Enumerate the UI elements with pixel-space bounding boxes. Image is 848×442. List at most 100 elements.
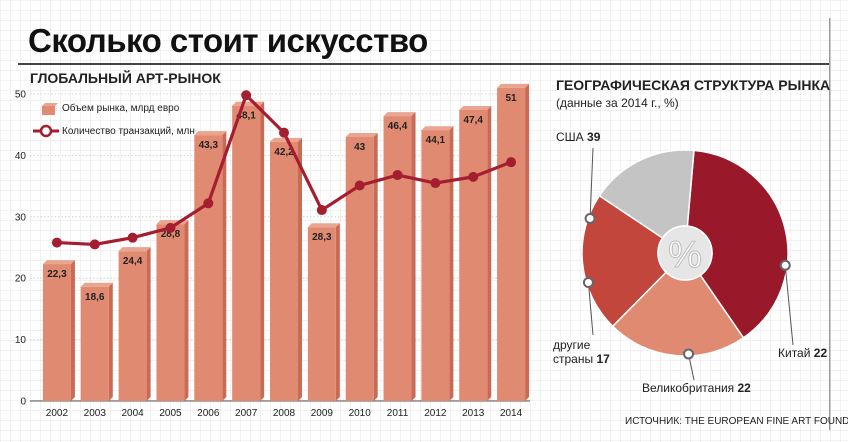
bar-chart-title: ГЛОБАЛЬНЫЙ АРТ-РЫНОК xyxy=(30,70,221,86)
line-point xyxy=(203,198,214,209)
x-tick-label: 2003 xyxy=(84,408,107,419)
x-tick-label: 2008 xyxy=(273,408,296,419)
line-point xyxy=(127,232,138,243)
bar-value-label: 22,3 xyxy=(47,269,67,280)
pie-label-usa: США 39 xyxy=(556,130,601,144)
x-tick-label: 2002 xyxy=(46,408,69,419)
pie-leader-marker xyxy=(779,259,791,271)
bar xyxy=(345,136,374,402)
donut-center-label: % xyxy=(668,234,702,276)
bar-value-label: 24,4 xyxy=(123,256,143,267)
x-tick-label: 2009 xyxy=(311,408,334,419)
line-point xyxy=(392,170,403,181)
bar xyxy=(307,227,336,401)
pie-chart: % xyxy=(581,147,794,381)
bar-value-label: 44,1 xyxy=(426,135,446,146)
bar-top-face xyxy=(118,247,151,252)
x-tick-label: 2006 xyxy=(197,408,220,419)
bar xyxy=(459,109,488,402)
bar-side-face xyxy=(335,223,340,401)
bar-top-face xyxy=(307,223,340,228)
bar xyxy=(383,116,412,401)
y-tick-label: 0 xyxy=(20,397,26,408)
line-point xyxy=(506,157,517,168)
bar-side-face xyxy=(525,83,530,402)
bar xyxy=(497,87,526,402)
bar-side-face xyxy=(449,126,454,401)
line-point xyxy=(279,127,289,138)
pie-chart-title: ГЕОГРАФИЧЕСКАЯ СТРУКТУРА РЫНКА xyxy=(556,77,831,93)
main-title: Сколько стоит искусство xyxy=(28,22,428,59)
donut-hole xyxy=(657,225,713,281)
pie-leader-marker xyxy=(683,348,695,360)
line-point xyxy=(51,237,62,248)
bar xyxy=(156,224,185,401)
bar-value-label: 47,4 xyxy=(463,115,483,126)
bar xyxy=(270,141,298,401)
bar-top-face xyxy=(497,83,530,88)
y-tick-label: 20 xyxy=(15,274,27,285)
y-tick-label: 30 xyxy=(15,212,27,223)
bar-value-label: 43,3 xyxy=(199,140,219,151)
pie-leader-marker xyxy=(582,277,594,289)
bar-side-face xyxy=(70,260,75,401)
bar-side-face xyxy=(298,137,302,401)
line-point xyxy=(468,171,479,182)
bar-top-face xyxy=(232,101,265,106)
pie-leader-line xyxy=(784,265,794,346)
bar-value-label: 28,3 xyxy=(312,232,332,243)
x-tick-label: 2014 xyxy=(500,408,523,419)
frame-right-edge xyxy=(829,18,831,430)
bar-value-label: 18,6 xyxy=(85,292,105,303)
bar-chart: 0 10 20 30 40 50 22,3 2002 18,6 2003 24,4 2004 28,8 2… xyxy=(15,83,530,419)
line-point xyxy=(430,178,441,189)
title-underline xyxy=(18,63,830,65)
bar-top-face xyxy=(459,105,492,110)
pie-chart-subtitle: (данные за 2014 г., %) xyxy=(556,96,679,110)
bar-side-face xyxy=(260,101,265,401)
line-point xyxy=(165,222,176,233)
bar xyxy=(232,105,261,401)
bar-side-face xyxy=(373,132,378,402)
x-tick-label: 2005 xyxy=(159,408,182,419)
bar-top-face xyxy=(80,282,113,287)
y-tick-label: 10 xyxy=(15,335,27,346)
line-point xyxy=(354,180,365,191)
y-tick-label: 50 xyxy=(15,90,27,101)
bar xyxy=(80,286,109,401)
legend-bar-swatch-top xyxy=(42,103,58,106)
bar-side-face xyxy=(222,131,227,401)
pie-leader-line xyxy=(589,147,594,219)
bar-top-face xyxy=(194,131,227,136)
x-tick-label: 2004 xyxy=(121,408,144,419)
bar-value-label: 42,2 xyxy=(274,147,294,158)
bar-value-label: 51 xyxy=(506,93,518,104)
legend-line-label: Количество транзакций, млн xyxy=(62,126,195,137)
pie-label-other: другие страны 17 xyxy=(553,338,610,366)
bar-side-face xyxy=(487,105,492,402)
bar-side-face xyxy=(108,282,113,401)
x-tick-label: 2011 xyxy=(387,408,409,419)
pie-leader-line xyxy=(587,282,594,336)
line-point xyxy=(316,205,327,216)
x-tick-label: 2013 xyxy=(462,408,485,419)
bar-side-face xyxy=(184,220,189,401)
pie-leader-marker xyxy=(584,212,596,224)
bar-side-face xyxy=(146,247,151,401)
bar-top-face xyxy=(345,132,378,137)
bar xyxy=(421,130,450,401)
bar-value-label: 28,8 xyxy=(161,229,181,240)
pie-label-uk: Великобритания 22 xyxy=(642,381,751,395)
x-tick-label: 2007 xyxy=(235,408,258,419)
x-tick-label: 2010 xyxy=(349,408,372,419)
bar xyxy=(42,264,71,401)
y-tick-label: 40 xyxy=(15,151,27,162)
bar xyxy=(118,251,147,401)
bar-top-face xyxy=(383,112,416,117)
legend-bar-swatch xyxy=(42,106,55,115)
bar-value-label: 48,1 xyxy=(236,111,256,122)
legend-bar-label: Объем рынка, млрд евро xyxy=(62,103,180,114)
bar-side-face xyxy=(411,112,416,401)
line-point xyxy=(89,239,100,250)
